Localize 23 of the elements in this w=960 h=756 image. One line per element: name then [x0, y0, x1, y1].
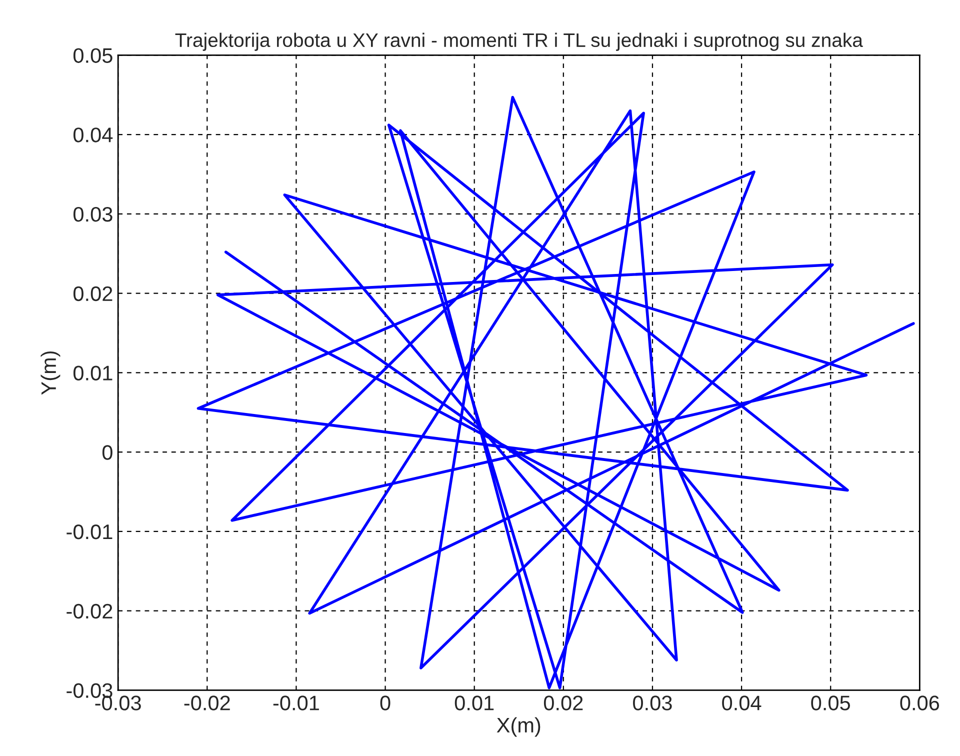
- x-tick-label: 0.04: [722, 696, 762, 710]
- y-tick-label: -0.01: [66, 524, 112, 540]
- y-tick-label: 0.05: [73, 48, 112, 63]
- x-tick-label: -0.03: [95, 696, 141, 710]
- x-tick-label: 0.03: [633, 696, 672, 710]
- x-axis-title: X(m): [496, 717, 540, 737]
- x-tick-label: -0.02: [184, 696, 230, 710]
- x-tick-label: -0.01: [273, 696, 319, 710]
- y-tick-label: 0.02: [73, 286, 112, 302]
- line-series: [196, 96, 915, 690]
- x-tick-label: 0.01: [454, 696, 494, 710]
- x-tick-label: 0.05: [811, 696, 850, 710]
- x-tick-label: 0.02: [544, 696, 583, 710]
- chart-title: Trajektorija robota u XY ravni - momenti TR i TL su jednaki i suprotnog su znaka: [175, 32, 863, 51]
- x-tick-label: 0: [380, 696, 390, 710]
- y-tick-label: 0.04: [73, 128, 113, 142]
- y-axis-title: Y(m): [40, 351, 60, 395]
- y-tick-label: -0.03: [66, 683, 112, 698]
- y-tick-label: 0: [102, 445, 112, 460]
- y-tick-label: -0.02: [66, 604, 112, 619]
- y-tick-label: 0.01: [73, 366, 112, 380]
- y-tick-label: 0.03: [73, 206, 112, 222]
- x-tick-label: 0.06: [900, 696, 940, 710]
